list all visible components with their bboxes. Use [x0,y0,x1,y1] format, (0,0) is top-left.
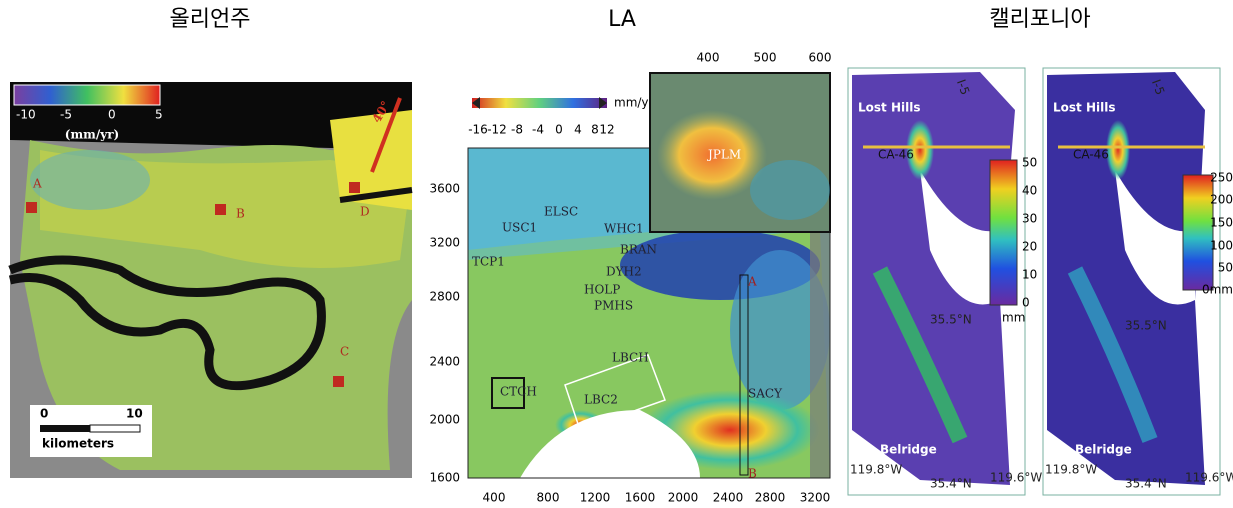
colorbar-tick: -5 [60,108,72,122]
colorbar-tick: 150 [1210,216,1233,230]
inset-tick-label: 400 [697,51,720,65]
colorbar-unit: mm [1002,311,1025,325]
site-label: B [236,207,245,221]
place-label: Belridge [880,443,937,457]
place-label: CA-46 [1073,148,1109,162]
colorbar-tick: -4 [532,123,544,137]
colorbar-tick: 50 [1218,261,1233,275]
panel-title: 올리언주 [170,7,251,32]
panel-title: LA [608,7,636,32]
inset-tick-label: 500 [754,51,777,65]
lon-label: 119.6°W [990,471,1042,485]
x-tick-label: 1600 [625,491,656,505]
station-label: LBC2 [584,393,618,407]
colorbar-tick: 40 [1022,184,1037,198]
x-tick-label: 800 [537,491,560,505]
colorbar-tick: -8 [511,123,523,137]
station-label: HOLP [584,283,620,297]
colorbar-tick: 200 [1210,193,1233,207]
y-tick-label: 2000 [429,413,460,427]
place-label: Belridge [1075,443,1132,457]
station-label: ELSC [544,205,578,219]
station-label: DYH2 [606,265,642,279]
lat-label: 35.4°N [930,477,972,491]
lat-label: 35.4°N [1125,477,1167,491]
colorbar-tick: 5 [155,108,163,122]
colorbar-tick: 50 [1022,156,1037,170]
colorbar-tick: 0 [555,123,563,137]
colorbar-tick: -10 [16,108,36,122]
station-label: PMHS [594,299,633,313]
station-label: SACY [748,387,783,401]
colorbar-tick: 0 [1022,296,1030,310]
colorbar-tick: 0 [108,108,116,122]
panel-title: 캘리포니아 [989,7,1090,32]
california-maps: 50 40 30 20 10 0 mm 250 200 150 100 50 0… [848,68,1233,495]
station-label: JPLM [706,148,741,162]
lon-label: 119.6°W [1185,471,1233,485]
y-tick-label: 2800 [429,290,460,304]
x-tick-label: 400 [483,491,506,505]
station-label: USC1 [502,221,537,235]
inset-tick-label: 600 [809,51,832,65]
y-tick-label: 3200 [429,236,460,250]
site-label: A [32,177,42,191]
station-label: BRAN [620,243,657,257]
colorbar-tick: 0mm [1202,283,1233,297]
la-map: mm/y -16 -12 -8 -4 0 4 8 12 3600 3200 28… [429,51,831,505]
y-tick-label: 3600 [429,182,460,196]
colorbar-tick: 250 [1210,171,1233,185]
colorbar-tick: 12 [599,123,614,137]
colorbar-tick: -12 [487,123,507,137]
colorbar-tick: 100 [1210,239,1233,253]
x-tick-label: 2000 [668,491,699,505]
lat-label: 35.5°N [1125,319,1167,333]
station-label: WHC1 [604,222,644,236]
station-label: CTCH [500,385,537,399]
lat-label: 35.5°N [930,313,972,327]
colorbar-tick: 20 [1022,240,1037,254]
place-label: CA-46 [878,148,914,162]
station-label: LBCH [612,351,649,365]
place-label: Lost Hills [1053,101,1115,115]
figure: 올리언주 LA 캘리포니아 -10 -5 0 5 (mm/yr) 40° A B… [0,0,1233,508]
colorbar-tick: 10 [1022,268,1037,282]
x-tick-label: 3200 [800,491,831,505]
y-tick-label: 2400 [429,355,460,369]
new-orleans-map: -10 -5 0 5 (mm/yr) 40° A B C D 0 10 kilo… [10,82,412,478]
scale-tick: 0 [40,407,48,421]
lon-label: 119.8°W [850,463,902,477]
colorbar-tick: 30 [1022,212,1037,226]
place-label: Lost Hills [858,101,920,115]
unit-label: (mm/yr) [65,128,119,142]
site-label: D [360,205,370,219]
scale-tick: 10 [126,407,143,421]
colorbar-tick: 8 [591,123,599,137]
y-tick-label: 1600 [429,471,460,485]
x-tick-label: 2400 [713,491,744,505]
page: 올리언주 LA 캘리포니아 -10 -5 0 5 (mm/yr) 40° A B… [0,0,1233,508]
unit-label: mm/y [614,96,649,110]
x-tick-label: 1200 [580,491,611,505]
site-label: C [340,345,349,359]
profile-label: B [748,467,757,481]
profile-label: A [747,275,757,289]
scale-unit: kilometers [42,437,114,451]
lon-label: 119.8°W [1045,463,1097,477]
colorbar-tick: 4 [574,123,582,137]
colorbar-tick: -16 [468,123,488,137]
station-label: TCP1 [472,255,505,269]
x-tick-label: 2800 [755,491,786,505]
